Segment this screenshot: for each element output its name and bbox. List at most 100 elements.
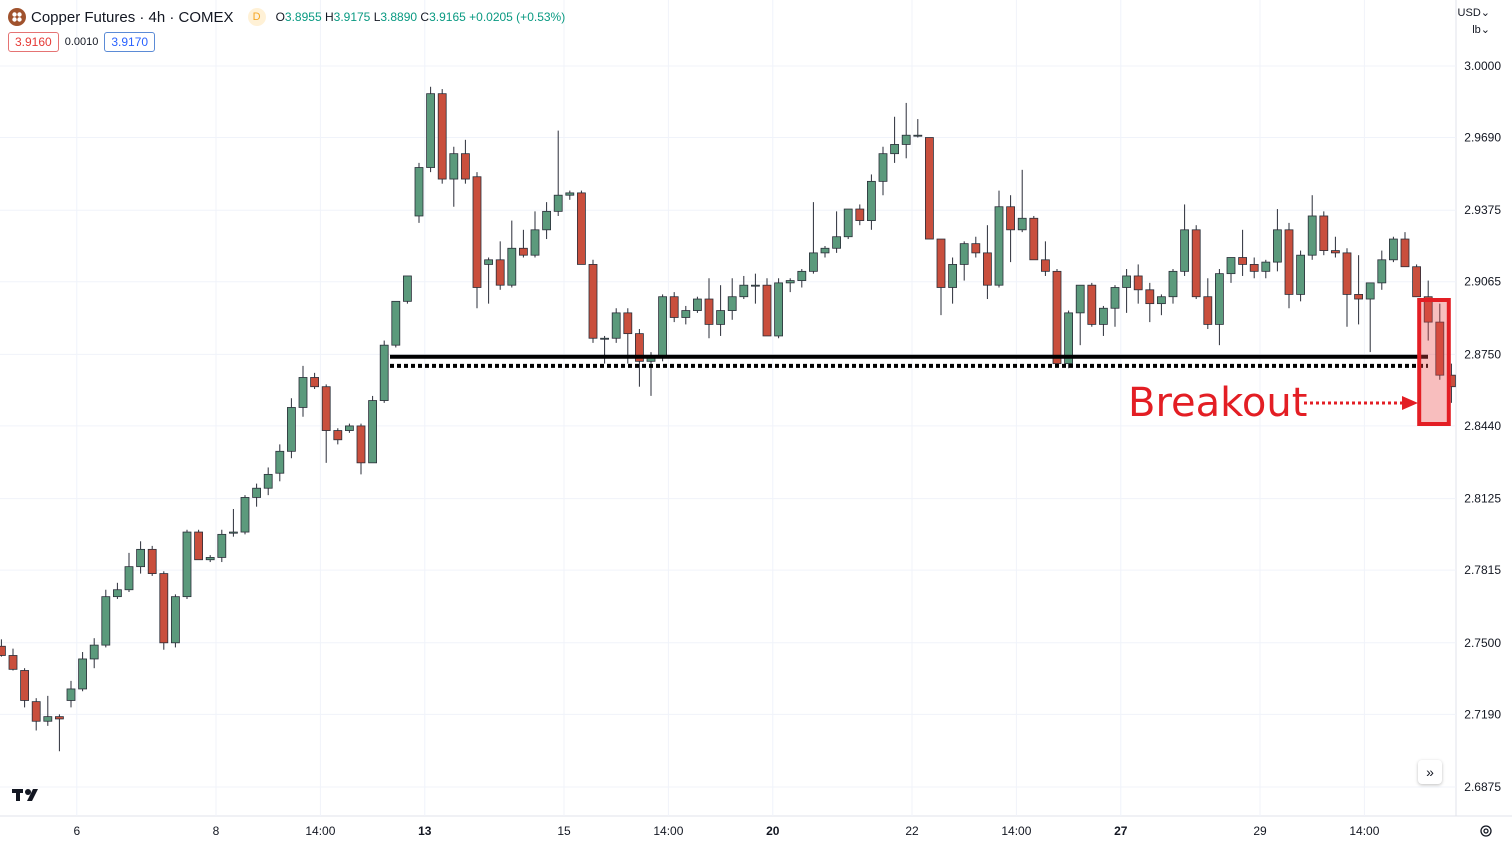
price-axis[interactable]: 3.0000 2.9690 2.9375 2.9065 2.8750 2.8440 2.81… — [1464, 59, 1501, 794]
y-tick-label: 2.8440 — [1464, 419, 1501, 433]
candle — [739, 275, 749, 300]
candle-body — [553, 194, 563, 212]
candle — [228, 508, 238, 537]
candle-body — [577, 192, 586, 265]
x-tick-label: 6 — [73, 824, 80, 838]
candle-body — [8, 655, 18, 670]
currency-label: USD — [1457, 7, 1481, 19]
x-tick-label: 14:00 — [1349, 824, 1379, 838]
candle — [113, 582, 122, 599]
candle-body — [600, 337, 609, 340]
candle-body — [530, 229, 540, 256]
candle-body — [1226, 257, 1236, 275]
candle-body — [925, 137, 934, 240]
candle-body — [194, 531, 204, 561]
candle — [31, 698, 41, 731]
high-label: H — [324, 10, 334, 24]
candle-body — [170, 596, 180, 644]
candle — [553, 130, 563, 216]
candle-body — [368, 400, 378, 464]
candle-body — [1191, 229, 1201, 298]
candle-body — [310, 377, 320, 388]
candle — [8, 648, 18, 671]
close-value: 3.9165 — [429, 10, 466, 24]
candle-body — [1331, 250, 1340, 254]
change-value: +0.0205 (+0.53%) — [469, 10, 566, 24]
candle-body — [809, 252, 818, 272]
candle — [1168, 269, 1178, 304]
candle-body — [89, 644, 99, 660]
candle — [205, 555, 215, 563]
tradingview-logo-icon[interactable] — [12, 786, 44, 809]
candle-body — [495, 259, 505, 286]
y-tick-label: 2.8125 — [1464, 492, 1501, 506]
candle-body — [611, 312, 621, 339]
candle-body — [1284, 229, 1294, 295]
candle-body — [901, 134, 911, 145]
low-value: 3.8890 — [380, 10, 418, 24]
candle — [1075, 284, 1085, 346]
y-tick-label: 2.9065 — [1464, 275, 1501, 289]
candle — [611, 308, 621, 343]
candle — [78, 652, 87, 692]
candle-body — [263, 473, 273, 489]
scroll-to-realtime-button[interactable]: » — [1418, 760, 1442, 784]
candle-body — [1110, 287, 1120, 309]
candle — [263, 467, 273, 496]
unit-selector[interactable]: lb⌄ — [1472, 23, 1490, 36]
interval-badge[interactable]: D — [247, 8, 266, 26]
time-axis[interactable]: 6 8 14:00 13 15 14:00 20 22 14:00 27 29 14:00 — [73, 824, 1379, 838]
candle — [507, 220, 517, 288]
sell-price-button[interactable]: 3.9160 — [8, 32, 59, 52]
candle-body — [1052, 270, 1062, 365]
candle-body — [1307, 215, 1317, 256]
candle — [565, 190, 575, 200]
candle-body — [252, 487, 262, 498]
candle-body — [948, 264, 957, 288]
candle-body — [588, 264, 598, 339]
candle-body — [333, 430, 343, 441]
candle — [1157, 294, 1166, 316]
candle — [1133, 264, 1143, 304]
chart-settings-button[interactable] — [1476, 821, 1496, 841]
candle — [426, 86, 436, 173]
candle — [437, 89, 447, 184]
candle-body — [182, 531, 192, 598]
y-tick-label: 2.6875 — [1464, 780, 1501, 794]
candle — [402, 275, 412, 304]
candle-body — [240, 497, 250, 533]
symbol-title[interactable]: Copper Futures · 4h · COMEX — [31, 8, 234, 26]
y-tick-label: 2.9375 — [1464, 203, 1501, 217]
buy-price-button[interactable]: 3.9170 — [104, 32, 156, 52]
high-value: 3.9175 — [333, 10, 371, 24]
candle — [623, 308, 633, 364]
candle-body — [1273, 229, 1282, 263]
candle — [785, 278, 795, 293]
candle — [774, 278, 783, 339]
candle-body — [774, 282, 783, 337]
candle — [948, 257, 957, 304]
candle-body — [1029, 217, 1039, 261]
currency-selector[interactable]: USD⌄ — [1458, 6, 1490, 19]
candle — [1041, 241, 1050, 276]
candle-body — [449, 153, 459, 180]
candle-body — [867, 180, 876, 221]
y-tick-label: 2.7815 — [1464, 563, 1501, 577]
x-tick-label: 13 — [418, 824, 432, 838]
spread-value: 0.0010 — [64, 36, 99, 48]
support-levels — [390, 354, 1428, 368]
candle — [194, 529, 204, 561]
candle — [1122, 269, 1131, 313]
candle — [368, 395, 378, 464]
candle-body — [832, 236, 841, 249]
candle — [1365, 282, 1375, 353]
candle-body — [669, 296, 679, 318]
candle-body — [1342, 252, 1352, 295]
candle-body — [55, 716, 64, 720]
candle-body — [1157, 296, 1166, 305]
candle — [0, 639, 6, 657]
candle — [716, 285, 725, 336]
candle — [1412, 264, 1421, 298]
candle — [600, 335, 609, 364]
